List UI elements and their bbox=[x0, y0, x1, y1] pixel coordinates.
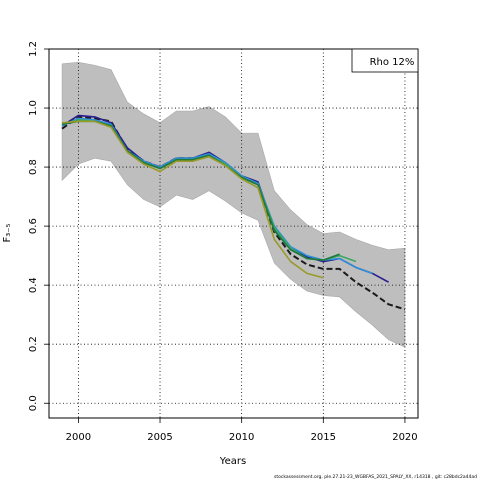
series-line-5 bbox=[61, 120, 340, 261]
x-tick-label: 2010 bbox=[229, 432, 254, 443]
series-line-6 bbox=[61, 120, 324, 279]
x-tick-label: 2020 bbox=[392, 432, 417, 443]
y-tick-label: 0.6 bbox=[28, 218, 39, 234]
axis-layer: 2000 2005 2010 2015 2020 0.0 0.2 0.4 0.6 0.8 1.0 1.… bbox=[28, 41, 418, 443]
x-tick-label: 2000 bbox=[66, 432, 91, 443]
x-tick-label: 2005 bbox=[147, 432, 172, 443]
y-tick-label: 1.2 bbox=[28, 41, 39, 57]
legend-box bbox=[351, 48, 419, 73]
confidence-band-layer bbox=[61, 61, 406, 348]
y-tick-label: 1.0 bbox=[28, 100, 39, 116]
y-tick-label: 0.0 bbox=[28, 395, 39, 411]
x-axis-title: Years bbox=[219, 456, 246, 467]
series-layer bbox=[61, 114, 406, 311]
confidence-band bbox=[61, 61, 406, 348]
y-axis-title: F₃₋₅ bbox=[2, 223, 13, 242]
y-tick-label: 0.8 bbox=[28, 159, 39, 175]
series-line-1 bbox=[61, 115, 406, 311]
legend: Rho 12% bbox=[351, 48, 419, 73]
footer-note: stockassessment.org, ple.27.21-23_WGBFAS… bbox=[274, 474, 477, 480]
y-tick-label: 0.4 bbox=[28, 277, 39, 293]
plot-frame bbox=[48, 48, 419, 419]
y-tick-label: 0.2 bbox=[28, 336, 39, 352]
x-tick-label: 2015 bbox=[311, 432, 336, 443]
legend-label: Rho 12% bbox=[370, 57, 415, 68]
